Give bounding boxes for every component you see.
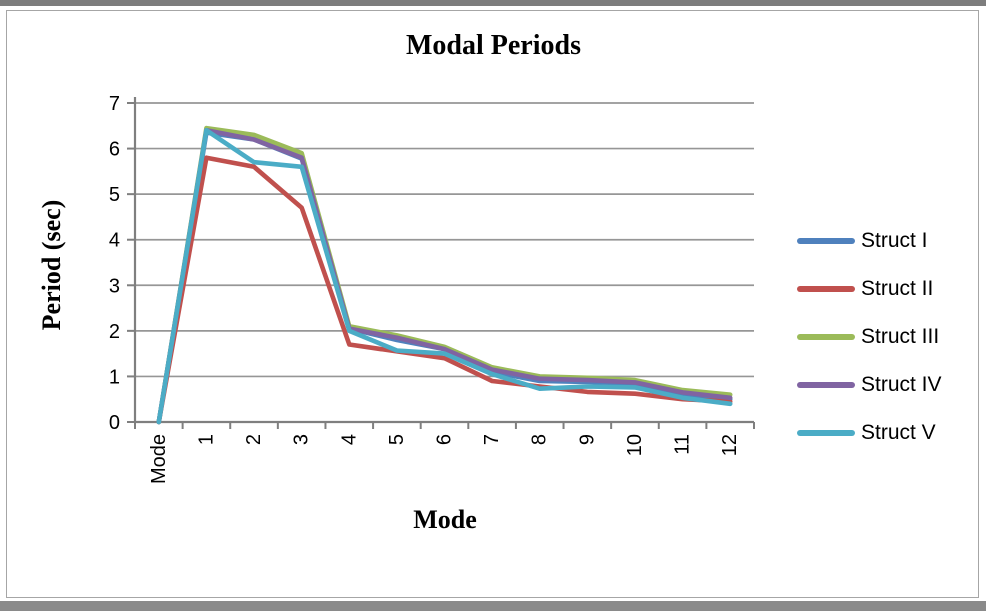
x-axis-title: Mode — [413, 505, 477, 534]
legend-item-struct-v: Struct V — [797, 409, 942, 457]
series-line-struct-iii — [156, 125, 733, 425]
x-tick-label: 7 — [481, 434, 503, 445]
legend-swatch-struct-i — [797, 237, 855, 245]
legend-label-struct-ii: Struct II — [861, 277, 934, 300]
x-tick-label: 3 — [291, 434, 313, 445]
y-tick-label: 3 — [109, 275, 120, 297]
x-tick-label: Mode — [148, 434, 170, 484]
y-tick-label: 0 — [109, 412, 120, 434]
y-tick-label: 1 — [109, 366, 120, 388]
x-tick-label: 11 — [672, 434, 694, 455]
legend-swatch-struct-iii — [797, 333, 855, 341]
y-tick-label: 7 — [109, 93, 120, 115]
bottom-edge-bar — [0, 601, 986, 611]
legend-label-struct-v: Struct V — [861, 421, 936, 444]
legend-label-struct-iii: Struct III — [861, 325, 940, 348]
y-tick-label: 2 — [109, 321, 120, 343]
x-tick-label: 4 — [338, 434, 360, 445]
x-tick-label: 10 — [624, 434, 646, 456]
x-tick-label: 8 — [529, 434, 551, 445]
legend: Struct I Struct II Struct III Struct IV Stru… — [797, 217, 942, 457]
chart-title: Modal Periods — [406, 30, 581, 61]
legend-label-struct-iv: Struct IV — [861, 373, 942, 396]
series-line-struct-v — [156, 128, 733, 425]
x-tick-label: 12 — [719, 434, 741, 456]
series-line-struct-i — [156, 130, 733, 425]
legend-swatch-struct-ii — [797, 285, 855, 293]
x-tick-label: 6 — [434, 434, 456, 445]
legend-item-struct-ii: Struct II — [797, 265, 942, 313]
x-tick-label: 5 — [386, 434, 408, 445]
legend-swatch-struct-iv — [797, 381, 855, 389]
x-tick-label: 9 — [576, 434, 598, 445]
series-line-struct-iv — [156, 128, 733, 425]
legend-label-struct-i: Struct I — [861, 229, 928, 252]
y-tick-label: 5 — [109, 184, 120, 206]
legend-item-struct-i: Struct I — [797, 217, 942, 265]
x-tick-label: 1 — [195, 434, 217, 445]
top-edge-bar — [0, 0, 986, 6]
legend-item-struct-iii: Struct III — [797, 313, 942, 361]
x-tick-label: 2 — [243, 434, 265, 445]
series-line-struct-ii — [156, 155, 733, 425]
legend-item-struct-iv: Struct IV — [797, 361, 942, 409]
y-tick-label: 4 — [109, 230, 120, 252]
y-tick-label: 6 — [109, 139, 120, 161]
legend-swatch-struct-v — [797, 429, 855, 437]
chart-border — [6, 10, 979, 598]
